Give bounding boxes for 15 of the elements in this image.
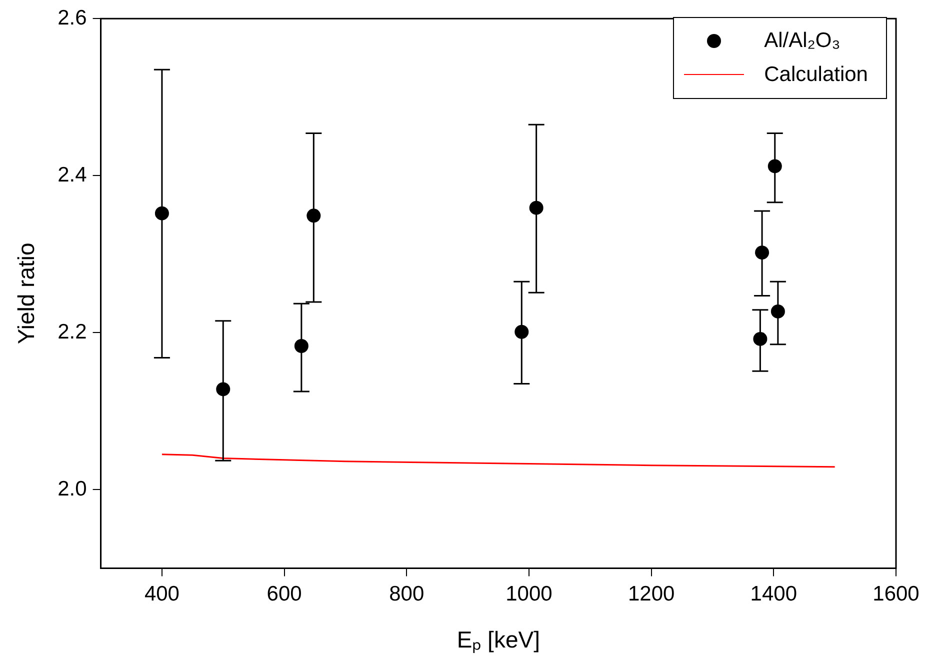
legend-label: Calculation bbox=[764, 63, 868, 87]
x-tick-label: 1200 bbox=[628, 582, 675, 606]
x-tick-label: 800 bbox=[389, 582, 424, 606]
y-axis-title: Yield ratio bbox=[13, 242, 40, 344]
legend-label: Al/Al₂O₃ bbox=[764, 29, 840, 53]
y-tick-label: 2.2 bbox=[58, 320, 87, 344]
x-axis-title: Eₚ [keV] bbox=[456, 626, 540, 654]
y-tick-label: 2.6 bbox=[58, 6, 87, 30]
x-tick-label: 1400 bbox=[750, 582, 798, 606]
x-tick-label: 1000 bbox=[506, 582, 552, 606]
y-tick-label: 2.4 bbox=[58, 163, 88, 186]
x-tick-label: 600 bbox=[266, 582, 302, 606]
x-tick-label: 1600 bbox=[872, 582, 920, 606]
y-tick-label: 2.0 bbox=[58, 477, 87, 500]
x-tick-label: 400 bbox=[144, 582, 180, 606]
